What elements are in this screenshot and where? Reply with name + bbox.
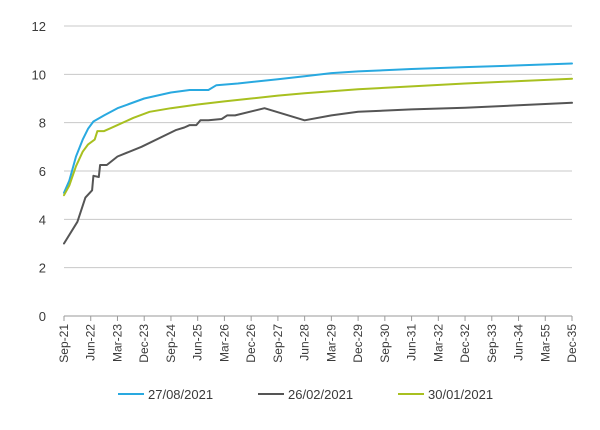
- series-line-2: [63, 101, 573, 245]
- y-tick-label: 4: [39, 212, 46, 227]
- x-tick-label: Jun-22: [84, 324, 98, 361]
- legend-label: 30/01/2021: [428, 387, 493, 402]
- y-tick-label: 6: [39, 164, 46, 179]
- x-tick-label: Sep-27: [271, 324, 285, 363]
- y-axis-tick-labels: 0 2 4 6 8 10 12: [32, 19, 46, 324]
- x-tick-label: Mar-29: [324, 324, 338, 362]
- y-tick-label: 2: [39, 261, 46, 276]
- legend-label: 27/08/2021: [148, 387, 213, 402]
- x-tick-label: Dec-26: [244, 324, 258, 363]
- x-tick-label: Jun-31: [405, 324, 419, 361]
- y-tick-label: 12: [32, 19, 46, 34]
- gridlines: [64, 25, 572, 317]
- x-tick-label: Mar-55: [538, 324, 552, 362]
- x-tick-label: Sep-24: [164, 324, 178, 363]
- series-line-3: [63, 77, 573, 197]
- x-tick-label: Mar-23: [110, 324, 124, 362]
- legend: 27/08/2021 26/02/2021 30/01/2021: [118, 387, 493, 402]
- x-tick-label: Jun-34: [512, 324, 526, 361]
- y-tick-label: 0: [39, 309, 46, 324]
- y-tick-label: 10: [32, 67, 46, 82]
- series-line-1: [63, 62, 573, 194]
- x-tick-label: Dec-29: [351, 324, 365, 363]
- series-lines: [63, 62, 573, 245]
- x-tick-label: Sep-30: [378, 324, 392, 363]
- x-tick-label: Dec-32: [458, 324, 472, 363]
- x-tick-label: Mar-26: [217, 324, 231, 362]
- x-tick-label: Dec-35: [565, 324, 579, 363]
- x-tick-label: Mar-32: [431, 324, 445, 362]
- x-tick-label: Sep-33: [485, 324, 499, 363]
- y-tick-label: 8: [39, 116, 46, 131]
- legend-label: 26/02/2021: [288, 387, 353, 402]
- x-tick-label: Jun-28: [298, 324, 312, 361]
- x-axis-tick-labels: Sep-21 Jun-22 Mar-23 Dec-23 Sep-24 Jun-25 Mar-…: [57, 316, 579, 363]
- x-tick-label: Jun-25: [191, 324, 205, 361]
- x-tick-label: Dec-23: [137, 324, 151, 363]
- x-tick-label: Sep-21: [57, 324, 71, 363]
